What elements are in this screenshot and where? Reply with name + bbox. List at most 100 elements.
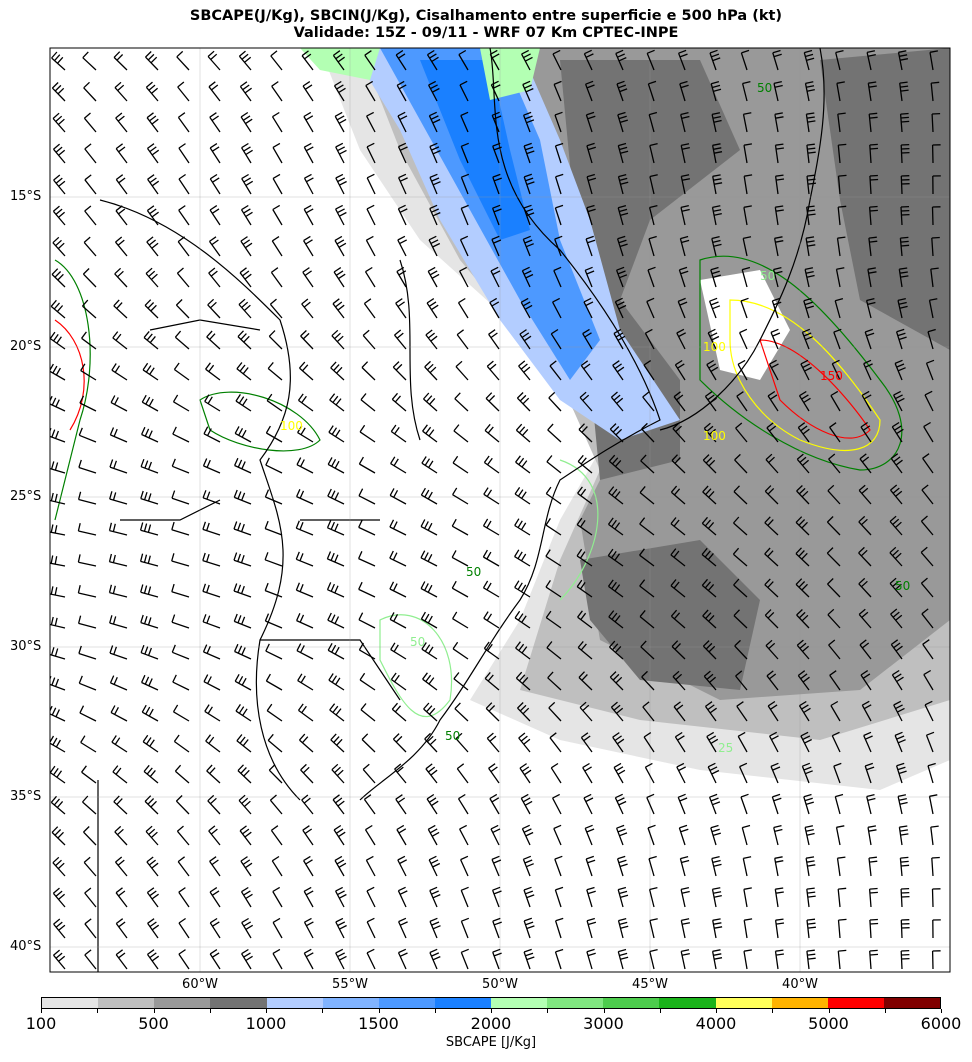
wind-barb — [837, 112, 846, 133]
wind-barb — [826, 547, 841, 567]
wind-barb — [647, 824, 656, 846]
colorbar-swatch — [771, 998, 828, 1008]
wind-barb — [869, 143, 879, 164]
wind-barb — [897, 50, 909, 71]
cape-fill-dark2 — [820, 48, 950, 350]
wind-barb — [235, 394, 252, 412]
wind-barb — [301, 298, 314, 319]
wind-barb — [483, 455, 500, 474]
wind-barb — [741, 266, 751, 288]
wind-barb — [335, 173, 347, 195]
contour-label: 50 — [895, 579, 910, 593]
wind-barb — [272, 948, 283, 970]
wind-barb — [639, 517, 655, 536]
wind-barb — [53, 174, 66, 195]
colorbar-tick — [153, 1009, 155, 1013]
wind-barb — [765, 453, 779, 474]
wind-barb — [796, 485, 810, 505]
wind-barb — [486, 360, 500, 381]
wind-barb — [616, 235, 628, 257]
wind-barb — [146, 112, 159, 133]
wind-barb — [422, 672, 438, 691]
wind-barb — [772, 49, 782, 71]
wind-barb — [585, 235, 596, 257]
wind-barb — [800, 731, 812, 753]
wind-barb — [453, 672, 469, 691]
wind-barb — [860, 670, 872, 691]
wind-barb — [545, 580, 562, 598]
wind-barb — [482, 518, 500, 536]
wind-barb — [177, 856, 190, 877]
wind-barb — [424, 732, 438, 753]
wind-barb — [670, 579, 686, 598]
wind-barb — [302, 81, 314, 102]
wind-barb — [109, 459, 128, 474]
wind-barb — [672, 422, 686, 443]
wind-barb — [608, 454, 624, 474]
wind-barb — [578, 671, 593, 691]
wind-barb — [671, 454, 686, 474]
colorbar-swatch — [659, 998, 716, 1008]
wind-barb — [806, 205, 816, 226]
wind-barb — [50, 616, 66, 629]
wind-barb — [172, 674, 190, 691]
wind-barb — [303, 173, 314, 195]
wind-barb — [235, 704, 252, 722]
wind-barb — [50, 427, 66, 443]
wind-barb — [649, 142, 658, 164]
wind-barb — [332, 298, 345, 319]
wind-barb — [335, 142, 347, 164]
wind-barb — [519, 763, 532, 784]
wind-barb — [364, 824, 376, 846]
wind-barb — [115, 918, 128, 939]
wind-barb — [764, 516, 779, 536]
wind-barb — [202, 644, 221, 660]
wind-barb — [328, 673, 345, 691]
wind-barb — [931, 144, 941, 164]
wind-barb — [737, 731, 748, 753]
wind-barb — [358, 456, 376, 474]
wind-barb — [920, 546, 934, 567]
wind-barb — [774, 205, 784, 226]
wind-barb — [586, 173, 597, 195]
wind-barb — [837, 143, 847, 164]
wind-barb — [491, 235, 502, 257]
wind-barb — [144, 795, 159, 815]
chart-subtitle: Validade: 15Z - 09/11 - WRF 07 Km CPTEC-… — [293, 25, 679, 41]
wind-barb — [553, 824, 562, 846]
wind-barb — [893, 390, 905, 412]
wind-barb — [579, 701, 593, 722]
wind-barb — [115, 205, 128, 226]
wind-barb — [925, 731, 935, 753]
wind-barb — [897, 297, 908, 319]
wind-barb — [420, 487, 438, 505]
wind-barb — [452, 611, 469, 629]
wind-barb — [326, 582, 345, 598]
wind-barb — [584, 266, 595, 288]
wind-barb — [804, 825, 815, 846]
wind-barb — [482, 580, 500, 598]
wind-barb — [648, 204, 658, 226]
colorbar-swatch — [491, 998, 548, 1008]
colorbar-tick — [41, 1009, 42, 1013]
wind-barb — [297, 425, 314, 443]
wind-barb — [114, 856, 128, 877]
wind-barb — [112, 331, 128, 350]
wind-barb — [522, 235, 534, 257]
wind-barb — [208, 81, 221, 102]
wind-barb — [742, 112, 752, 133]
wind-barb — [743, 205, 752, 226]
wind-barb — [270, 267, 283, 288]
wind-barb — [300, 763, 314, 784]
wind-barb — [704, 391, 717, 412]
wind-barb — [858, 608, 872, 629]
wind-barb — [146, 143, 160, 164]
wind-barb — [303, 111, 314, 133]
wind-barb — [203, 426, 221, 443]
wind-barb — [171, 553, 190, 567]
wind-barb — [798, 390, 811, 412]
wind-barb — [582, 762, 593, 784]
wind-barb — [890, 608, 903, 629]
wind-barb — [271, 236, 283, 257]
wind-barb — [178, 173, 190, 195]
